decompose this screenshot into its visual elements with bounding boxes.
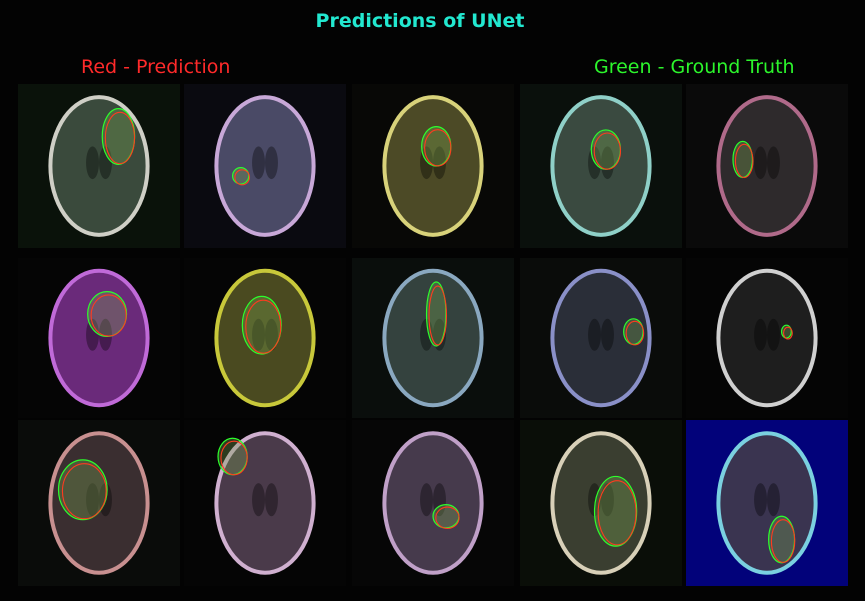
ground-truth-contour	[590, 129, 622, 170]
ventricle-right	[601, 318, 614, 351]
prediction-contour	[424, 129, 452, 167]
brain-slice	[382, 431, 484, 575]
prediction-contour	[234, 169, 251, 186]
prediction-contour	[625, 320, 645, 346]
prediction-contour	[734, 143, 754, 179]
ventricle-left	[420, 483, 433, 517]
figure-title: Predictions of UNet	[315, 10, 525, 32]
ground-truth-contour	[432, 504, 460, 529]
ventricle-right	[433, 146, 446, 180]
mri-tile	[352, 258, 514, 418]
brain-slice	[214, 95, 316, 237]
mri-tile	[184, 258, 346, 418]
brain-slice	[550, 268, 652, 408]
prediction-contour	[435, 506, 460, 530]
ground-truth-contour	[768, 515, 796, 564]
ground-truth-contour	[421, 126, 452, 167]
prediction-contour	[220, 440, 248, 476]
mri-tile	[184, 84, 346, 248]
mri-tile	[520, 420, 682, 586]
mri-tile	[18, 258, 180, 418]
brain-slice	[550, 431, 652, 575]
mri-tile	[352, 420, 514, 586]
ventricle-right	[265, 318, 278, 351]
brain-slice	[716, 431, 818, 575]
ventricle-left	[588, 318, 601, 351]
brain-slice	[48, 95, 150, 237]
legend-ground-truth: Green - Ground Truth	[594, 56, 795, 78]
ventricle-left	[86, 483, 99, 517]
ventricle-right	[601, 483, 614, 517]
brain-slice	[48, 268, 150, 408]
legend-prediction: Red - Prediction	[81, 56, 231, 78]
prediction-contour	[428, 285, 448, 346]
brain-slice	[214, 431, 316, 575]
brain-slice	[550, 95, 652, 237]
prediction-contour	[783, 326, 793, 340]
ground-truth-contour	[217, 437, 248, 476]
prediction-contour	[104, 111, 136, 165]
ground-truth-contour	[57, 459, 108, 521]
prediction-contour	[597, 480, 637, 546]
prediction-contour	[90, 294, 127, 337]
prediction-contour	[245, 299, 282, 354]
ventricle-left	[86, 318, 99, 351]
ventricle-right	[767, 146, 780, 180]
mri-tile	[520, 258, 682, 418]
ventricle-left	[252, 318, 265, 351]
ventricle-left	[252, 483, 265, 517]
mri-tile	[686, 84, 848, 248]
mri-tile	[686, 258, 848, 418]
ventricle-left	[754, 146, 767, 180]
prediction-contour	[593, 132, 622, 170]
ventricle-right	[601, 146, 614, 180]
ventricle-right	[767, 318, 780, 351]
brain-slice	[716, 95, 818, 237]
ventricle-right	[99, 318, 112, 351]
ground-truth-contour	[593, 475, 638, 547]
mri-tile	[686, 420, 848, 586]
ventricle-right	[265, 483, 278, 517]
ventricle-left	[754, 483, 767, 517]
ventricle-left	[754, 318, 767, 351]
brain-slice	[214, 268, 316, 408]
mri-tile	[184, 420, 346, 586]
mri-tile	[520, 84, 682, 248]
brain-slice	[382, 268, 484, 408]
prediction-contour	[61, 463, 107, 520]
ventricle-right	[767, 483, 780, 517]
ventricle-right	[433, 318, 446, 351]
mri-tile	[18, 420, 180, 586]
brain-slice	[48, 431, 150, 575]
mri-tile	[352, 84, 514, 248]
mri-tile	[18, 84, 180, 248]
prediction-contour	[770, 519, 796, 563]
ventricle-right	[265, 146, 278, 180]
ventricle-left	[86, 146, 99, 180]
brain-slice	[716, 268, 818, 408]
ventricle-left	[252, 146, 265, 180]
